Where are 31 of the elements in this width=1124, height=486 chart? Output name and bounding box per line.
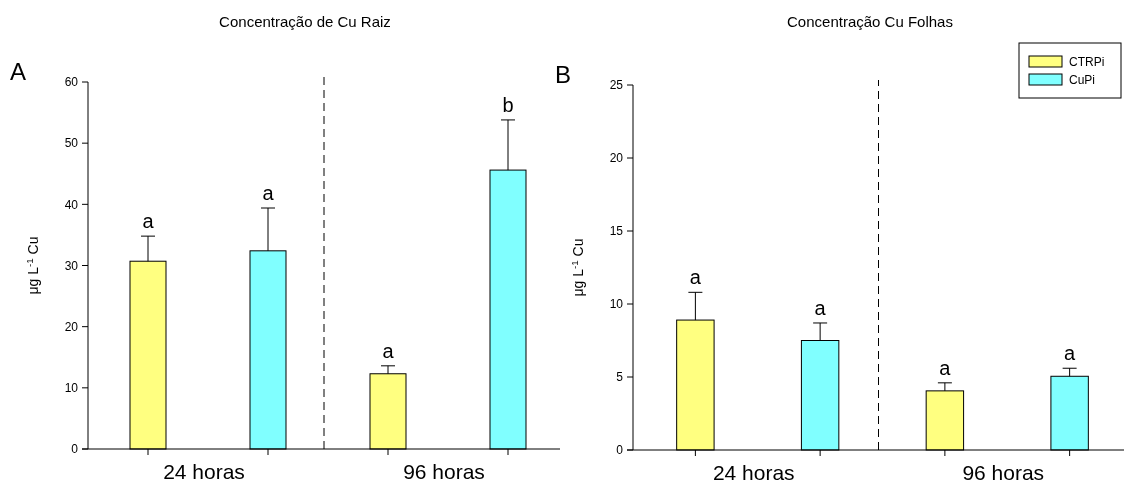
annotation: a — [1064, 342, 1077, 365]
y-tick-label: 15 — [609, 224, 624, 239]
x-tick-label: 24 horas — [163, 460, 245, 483]
y-tick-label: 60 — [64, 75, 79, 90]
y-tick-label: 20 — [609, 151, 624, 166]
annotation: a — [814, 296, 827, 319]
x-tick-label: 24 horas — [712, 461, 795, 484]
chart-title: Concentração Cu Folhas — [787, 13, 953, 30]
annotation: a — [382, 339, 395, 362]
legend-label: CTRPi — [1069, 54, 1105, 69]
y-tick-label: 0 — [71, 442, 79, 457]
annotation: a — [262, 182, 275, 204]
y-tick-label: 20 — [64, 319, 79, 334]
annotation: a — [142, 210, 155, 233]
x-tick-label: 96 horas — [962, 461, 1045, 484]
legend-label: CuPi — [1069, 72, 1096, 87]
y-tick-label: 30 — [64, 258, 79, 273]
text: A — [10, 58, 27, 85]
y-tick-label: 10 — [64, 381, 79, 396]
annotation: b — [502, 93, 514, 116]
y-tick-label: 0 — [616, 443, 624, 458]
y-tick-label: 25 — [609, 78, 624, 93]
x-tick-label: 96 horas — [403, 460, 485, 483]
y-tick-label: 40 — [64, 197, 79, 212]
y-tick-label: 10 — [609, 297, 624, 312]
y-tick-label: 50 — [64, 136, 79, 151]
chart-title: Concentração de Cu Raiz — [219, 13, 391, 30]
annotation: B — [555, 61, 572, 88]
annotation: a — [939, 356, 952, 379]
annotation: a — [689, 266, 702, 289]
y-tick-label: 5 — [616, 370, 624, 385]
